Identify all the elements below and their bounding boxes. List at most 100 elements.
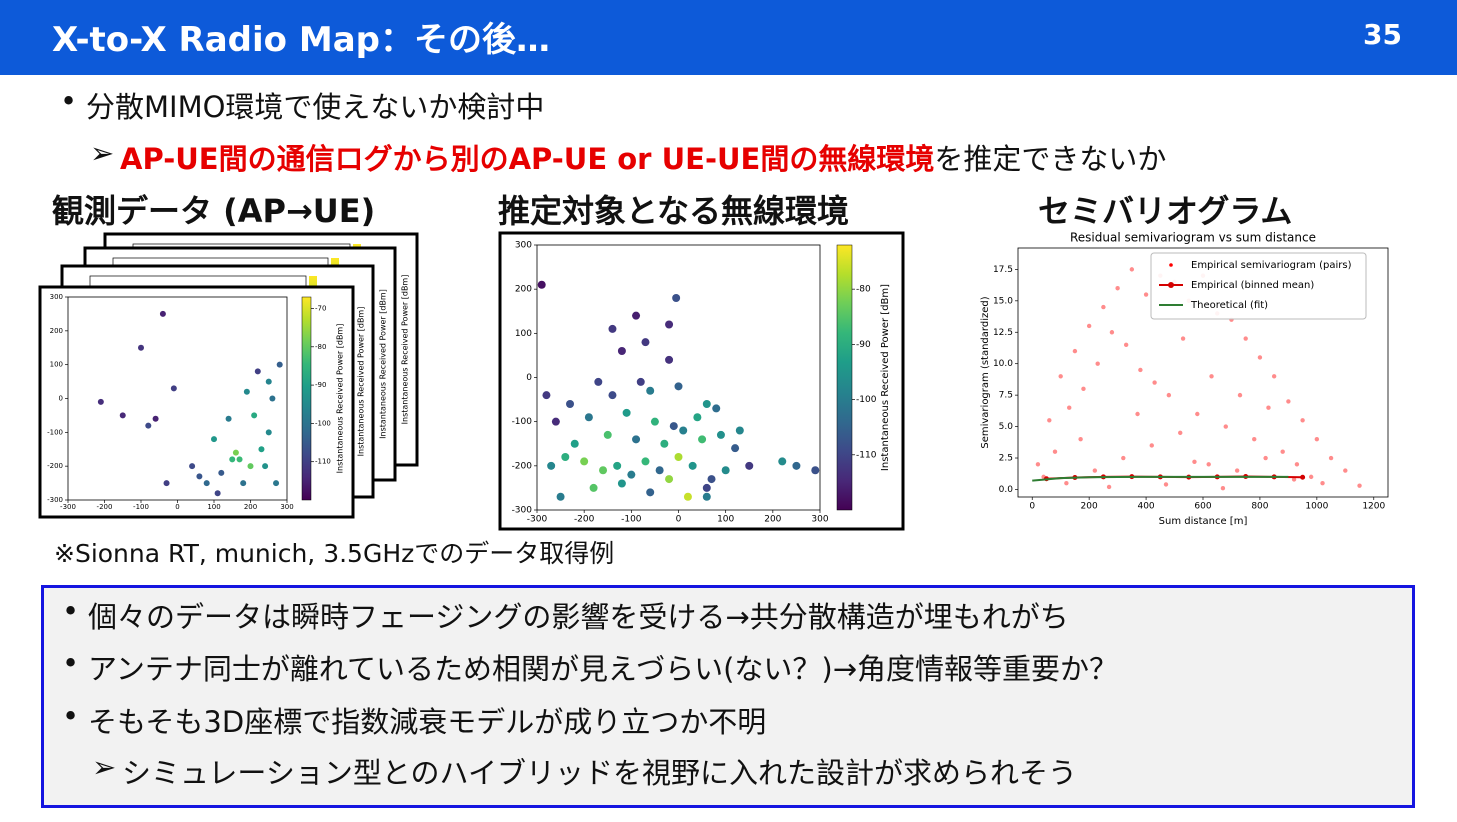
caption: 観測データ (AP→UE) <box>52 192 376 230</box>
bullet-text: を推定できないか <box>934 142 1167 176</box>
point <box>1237 392 1243 398</box>
point <box>1135 411 1140 417</box>
point <box>1067 405 1072 410</box>
point <box>721 466 730 475</box>
point <box>265 429 272 436</box>
point <box>811 466 820 475</box>
y-tick-label: 300 <box>50 293 63 301</box>
colorbar-tick-label: -80 <box>856 285 871 295</box>
x-axis-label: Sum distance [m] <box>1159 516 1248 527</box>
point <box>1106 484 1112 490</box>
point <box>1178 430 1183 436</box>
point <box>1052 449 1058 454</box>
point <box>561 453 570 461</box>
point <box>1095 361 1100 366</box>
point <box>570 439 579 448</box>
y-tick-label: 200 <box>50 327 63 335</box>
point <box>551 417 560 426</box>
box-item: そもそも3D座標で指数減衰モデルが成り立つか不明 <box>62 699 766 741</box>
point <box>542 391 551 400</box>
point <box>1209 374 1214 379</box>
chart-title: Residual semivariogram vs sum distance <box>1070 231 1316 245</box>
point <box>243 388 250 395</box>
point <box>1252 436 1257 442</box>
point <box>1234 468 1240 473</box>
point <box>1092 468 1098 473</box>
point <box>1149 443 1154 448</box>
point <box>641 457 650 466</box>
point <box>613 461 622 470</box>
point <box>1300 474 1306 480</box>
point <box>1220 485 1226 491</box>
colorbar <box>301 296 312 501</box>
colorbar-tick-label: -70 <box>315 304 326 312</box>
note: ※Sionna RT, munich, 3.5GHzでのデータ取得例 <box>54 539 615 568</box>
colorbar-tick-label: -110 <box>856 450 877 460</box>
point <box>547 461 556 470</box>
sub-bullet: AP-UE間の通信ログから別のAP-UE or UE-UE間の無線環境を推定でき… <box>90 136 1167 178</box>
point <box>1286 399 1291 404</box>
point <box>665 355 674 364</box>
point <box>269 395 276 402</box>
box-sub-item: シミュレーション型とのハイブリッドを視野に入れた設計が求められそう <box>92 750 1077 792</box>
x-tick-label: 600 <box>1194 502 1211 512</box>
y-tick-label: 10.0 <box>993 359 1013 369</box>
y-tick-label: 7.5 <box>999 391 1013 401</box>
x-tick-label: 1200 <box>1362 502 1385 512</box>
colorbar-label: Instantaneous Received Power [dBm] <box>357 307 366 457</box>
series-line <box>1032 475 1289 482</box>
colorbar-label: Instantaneous Received Power [dBm] <box>336 324 345 474</box>
x-tick-label: 1000 <box>1305 502 1328 512</box>
y-tick-label: -300 <box>512 506 533 516</box>
point <box>145 422 152 429</box>
colorbar-label: Instantaneous Received Power [dBm] <box>880 284 891 471</box>
point <box>1243 336 1248 341</box>
point <box>159 310 166 317</box>
colorbar-label: Instantaneous Received Power [dBm] <box>401 275 410 425</box>
y-tick-label: 0.0 <box>999 485 1014 495</box>
point <box>1064 480 1069 486</box>
point <box>1357 483 1362 488</box>
y-tick-label: 100 <box>515 329 532 339</box>
point <box>97 398 104 405</box>
point <box>1294 462 1300 467</box>
legend-swatch <box>1168 282 1174 288</box>
point <box>240 480 247 487</box>
point <box>236 456 243 463</box>
bullet-text: 分散MIMO環境で使えないか検討中 <box>86 90 545 124</box>
point <box>641 338 650 347</box>
colorbar-tick-label: -90 <box>315 381 326 389</box>
x-tick-label: 400 <box>1137 502 1154 512</box>
legend-box <box>1150 252 1367 320</box>
x-tick-label: 200 <box>764 515 781 525</box>
point <box>683 492 692 501</box>
point <box>225 415 232 422</box>
y-tick-label: 5.0 <box>999 422 1014 432</box>
x-tick-label: 100 <box>717 515 734 525</box>
legend-swatch <box>1169 263 1173 267</box>
point <box>265 378 272 385</box>
colorbar <box>836 244 853 511</box>
point <box>1078 436 1083 442</box>
y-tick-label: 0 <box>59 395 63 403</box>
y-tick-label: 15.0 <box>993 296 1013 306</box>
point <box>636 377 645 386</box>
y-tick-label: 2.5 <box>999 454 1013 464</box>
point <box>702 400 711 408</box>
point <box>203 480 210 487</box>
bullet: 分散MIMO環境で使えないか検討中 <box>60 84 545 126</box>
point <box>1300 418 1305 423</box>
point <box>1257 355 1263 360</box>
summary-box: 個々のデータは瞬時フェージングの影響を受ける→共分散構造が埋もれがち アンテナ同… <box>41 585 1415 808</box>
x-tick-label: 0 <box>1029 502 1035 512</box>
y-tick-label: -200 <box>512 461 533 471</box>
point <box>672 294 681 302</box>
colorbar-tick-label: -80 <box>315 343 326 351</box>
point <box>1328 455 1334 461</box>
point <box>702 483 711 492</box>
point <box>698 435 707 444</box>
point <box>1266 405 1271 410</box>
point <box>589 483 598 492</box>
